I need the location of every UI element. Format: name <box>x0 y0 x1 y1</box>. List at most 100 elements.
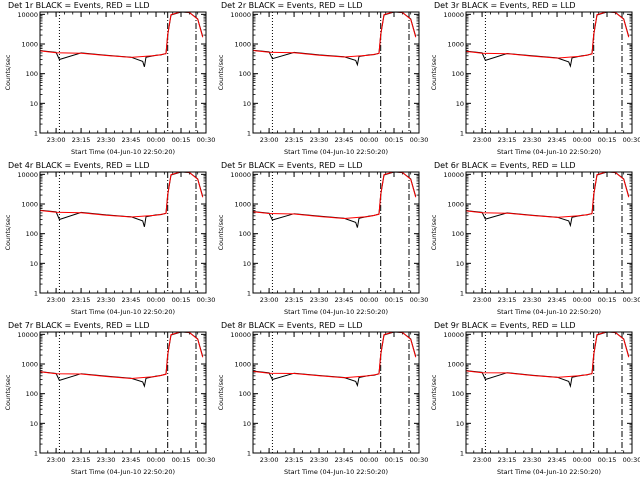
events-series-line <box>40 172 204 227</box>
x-axis-label: Start Time (04-Jun-10 22:50:20) <box>497 148 601 156</box>
detector-panel: Det 9r BLACK = Events, RED = LLD Counts/s… <box>430 321 640 476</box>
x-tick-label: 23:00 <box>260 296 279 304</box>
y-axis-label: Counts/sec <box>217 214 225 250</box>
x-tick-label: 23:15 <box>285 136 304 144</box>
x-tick-label: 00:15 <box>598 136 617 144</box>
x-tick-label: 00:00 <box>360 136 379 144</box>
x-tick-label: 23:30 <box>523 296 542 304</box>
plot-frame <box>39 171 207 294</box>
x-tick-label: 23:15 <box>498 136 517 144</box>
detector-panel: Det 8r BLACK = Events, RED = LLD Counts/s… <box>217 321 428 476</box>
events-series-line <box>466 332 630 389</box>
y-tick-label: 10 <box>243 420 251 428</box>
detector-panel: Det 6r BLACK = Events, RED = LLD Counts/s… <box>430 161 640 316</box>
x-tick-label: 23:30 <box>310 136 329 144</box>
x-tick-label: 00:30 <box>410 456 429 464</box>
x-tick-label: 23:15 <box>72 456 91 464</box>
panel-title: Det 3r BLACK = Events, RED = LLD <box>434 1 576 10</box>
y-tick-label: 1 <box>460 130 464 138</box>
x-tick-label: 00:15 <box>598 296 617 304</box>
y-tick-label: 100 <box>239 70 251 78</box>
x-axis-label: Start Time (04-Jun-10 22:50:20) <box>71 468 175 476</box>
y-axis-label: Counts/sec <box>4 54 12 90</box>
panel-title: Det 4r BLACK = Events, RED = LLD <box>8 161 150 170</box>
plot-frame <box>39 11 207 134</box>
y-axis-label: Counts/sec <box>430 214 438 250</box>
lld-series-line <box>253 12 417 58</box>
x-tick-label: 23:00 <box>260 136 279 144</box>
x-tick-label: 23:30 <box>310 296 329 304</box>
y-tick-label: 1 <box>247 450 251 458</box>
y-tick-label: 1000 <box>21 361 38 369</box>
y-tick-label: 1 <box>460 290 464 298</box>
x-tick-label: 23:00 <box>260 456 279 464</box>
x-axis-label: Start Time (04-Jun-10 22:50:20) <box>284 468 388 476</box>
detector-panel: Det 3r BLACK = Events, RED = LLD Counts/s… <box>430 1 640 156</box>
x-tick-label: 00:30 <box>197 296 216 304</box>
x-axis-label: Start Time (04-Jun-10 22:50:20) <box>497 308 601 316</box>
y-tick-label: 10000 <box>230 171 251 179</box>
x-tick-label: 00:15 <box>385 136 404 144</box>
y-tick-label: 1 <box>247 290 251 298</box>
y-tick-label: 1 <box>460 450 464 458</box>
x-tick-label: 23:15 <box>72 136 91 144</box>
x-tick-label: 00:30 <box>197 456 216 464</box>
plot-frame <box>465 171 633 294</box>
x-tick-label: 00:15 <box>385 296 404 304</box>
y-tick-label: 100 <box>26 390 38 398</box>
x-tick-label: 00:15 <box>598 456 617 464</box>
x-tick-label: 23:15 <box>285 296 304 304</box>
x-tick-label: 00:00 <box>147 296 166 304</box>
x-tick-label: 23:45 <box>335 296 354 304</box>
y-tick-label: 10000 <box>443 331 464 339</box>
x-tick-label: 00:00 <box>573 456 592 464</box>
y-tick-label: 1000 <box>21 41 38 49</box>
x-tick-label: 00:00 <box>573 296 592 304</box>
x-tick-label: 00:30 <box>623 296 640 304</box>
lld-series-line <box>40 332 204 380</box>
plot-frame <box>252 331 420 454</box>
x-tick-label: 23:45 <box>548 296 567 304</box>
x-axis-label: Start Time (04-Jun-10 22:50:20) <box>284 148 388 156</box>
y-tick-label: 10000 <box>443 171 464 179</box>
x-tick-label: 23:15 <box>285 456 304 464</box>
y-tick-label: 10 <box>30 100 38 108</box>
lld-series-line <box>466 332 630 378</box>
x-tick-label: 00:00 <box>147 456 166 464</box>
x-tick-label: 23:45 <box>548 136 567 144</box>
plot-frame <box>252 11 420 134</box>
panel-title: Det 6r BLACK = Events, RED = LLD <box>434 161 576 170</box>
x-tick-label: 00:30 <box>623 456 640 464</box>
x-tick-label: 23:30 <box>97 136 116 144</box>
x-tick-label: 00:15 <box>172 296 191 304</box>
y-tick-label: 100 <box>452 390 464 398</box>
x-axis-label: Start Time (04-Jun-10 22:50:20) <box>71 308 175 316</box>
y-tick-label: 1 <box>247 130 251 138</box>
plot-frame <box>465 331 633 454</box>
y-tick-label: 10 <box>456 420 464 428</box>
x-tick-label: 23:45 <box>122 296 141 304</box>
plot-frame <box>465 11 633 134</box>
x-tick-label: 23:30 <box>97 296 116 304</box>
y-tick-label: 1000 <box>234 201 251 209</box>
x-tick-label: 00:15 <box>385 456 404 464</box>
y-tick-label: 10 <box>30 260 38 268</box>
x-tick-label: 23:15 <box>498 456 517 464</box>
plot-frame <box>39 331 207 454</box>
events-series-line <box>40 12 204 67</box>
y-tick-label: 100 <box>239 390 251 398</box>
y-tick-label: 10000 <box>17 171 38 179</box>
x-tick-label: 23:30 <box>523 136 542 144</box>
panel-title: Det 9r BLACK = Events, RED = LLD <box>434 321 576 330</box>
y-tick-label: 100 <box>26 70 38 78</box>
y-tick-label: 100 <box>239 230 251 238</box>
x-tick-label: 23:45 <box>335 456 354 464</box>
events-series-line <box>253 172 417 228</box>
x-tick-label: 23:45 <box>335 136 354 144</box>
y-tick-label: 1000 <box>234 361 251 369</box>
y-tick-label: 1000 <box>447 361 464 369</box>
x-tick-label: 00:30 <box>197 136 216 144</box>
x-tick-label: 23:30 <box>523 456 542 464</box>
lld-series-line <box>253 332 417 379</box>
y-tick-label: 1 <box>34 450 38 458</box>
